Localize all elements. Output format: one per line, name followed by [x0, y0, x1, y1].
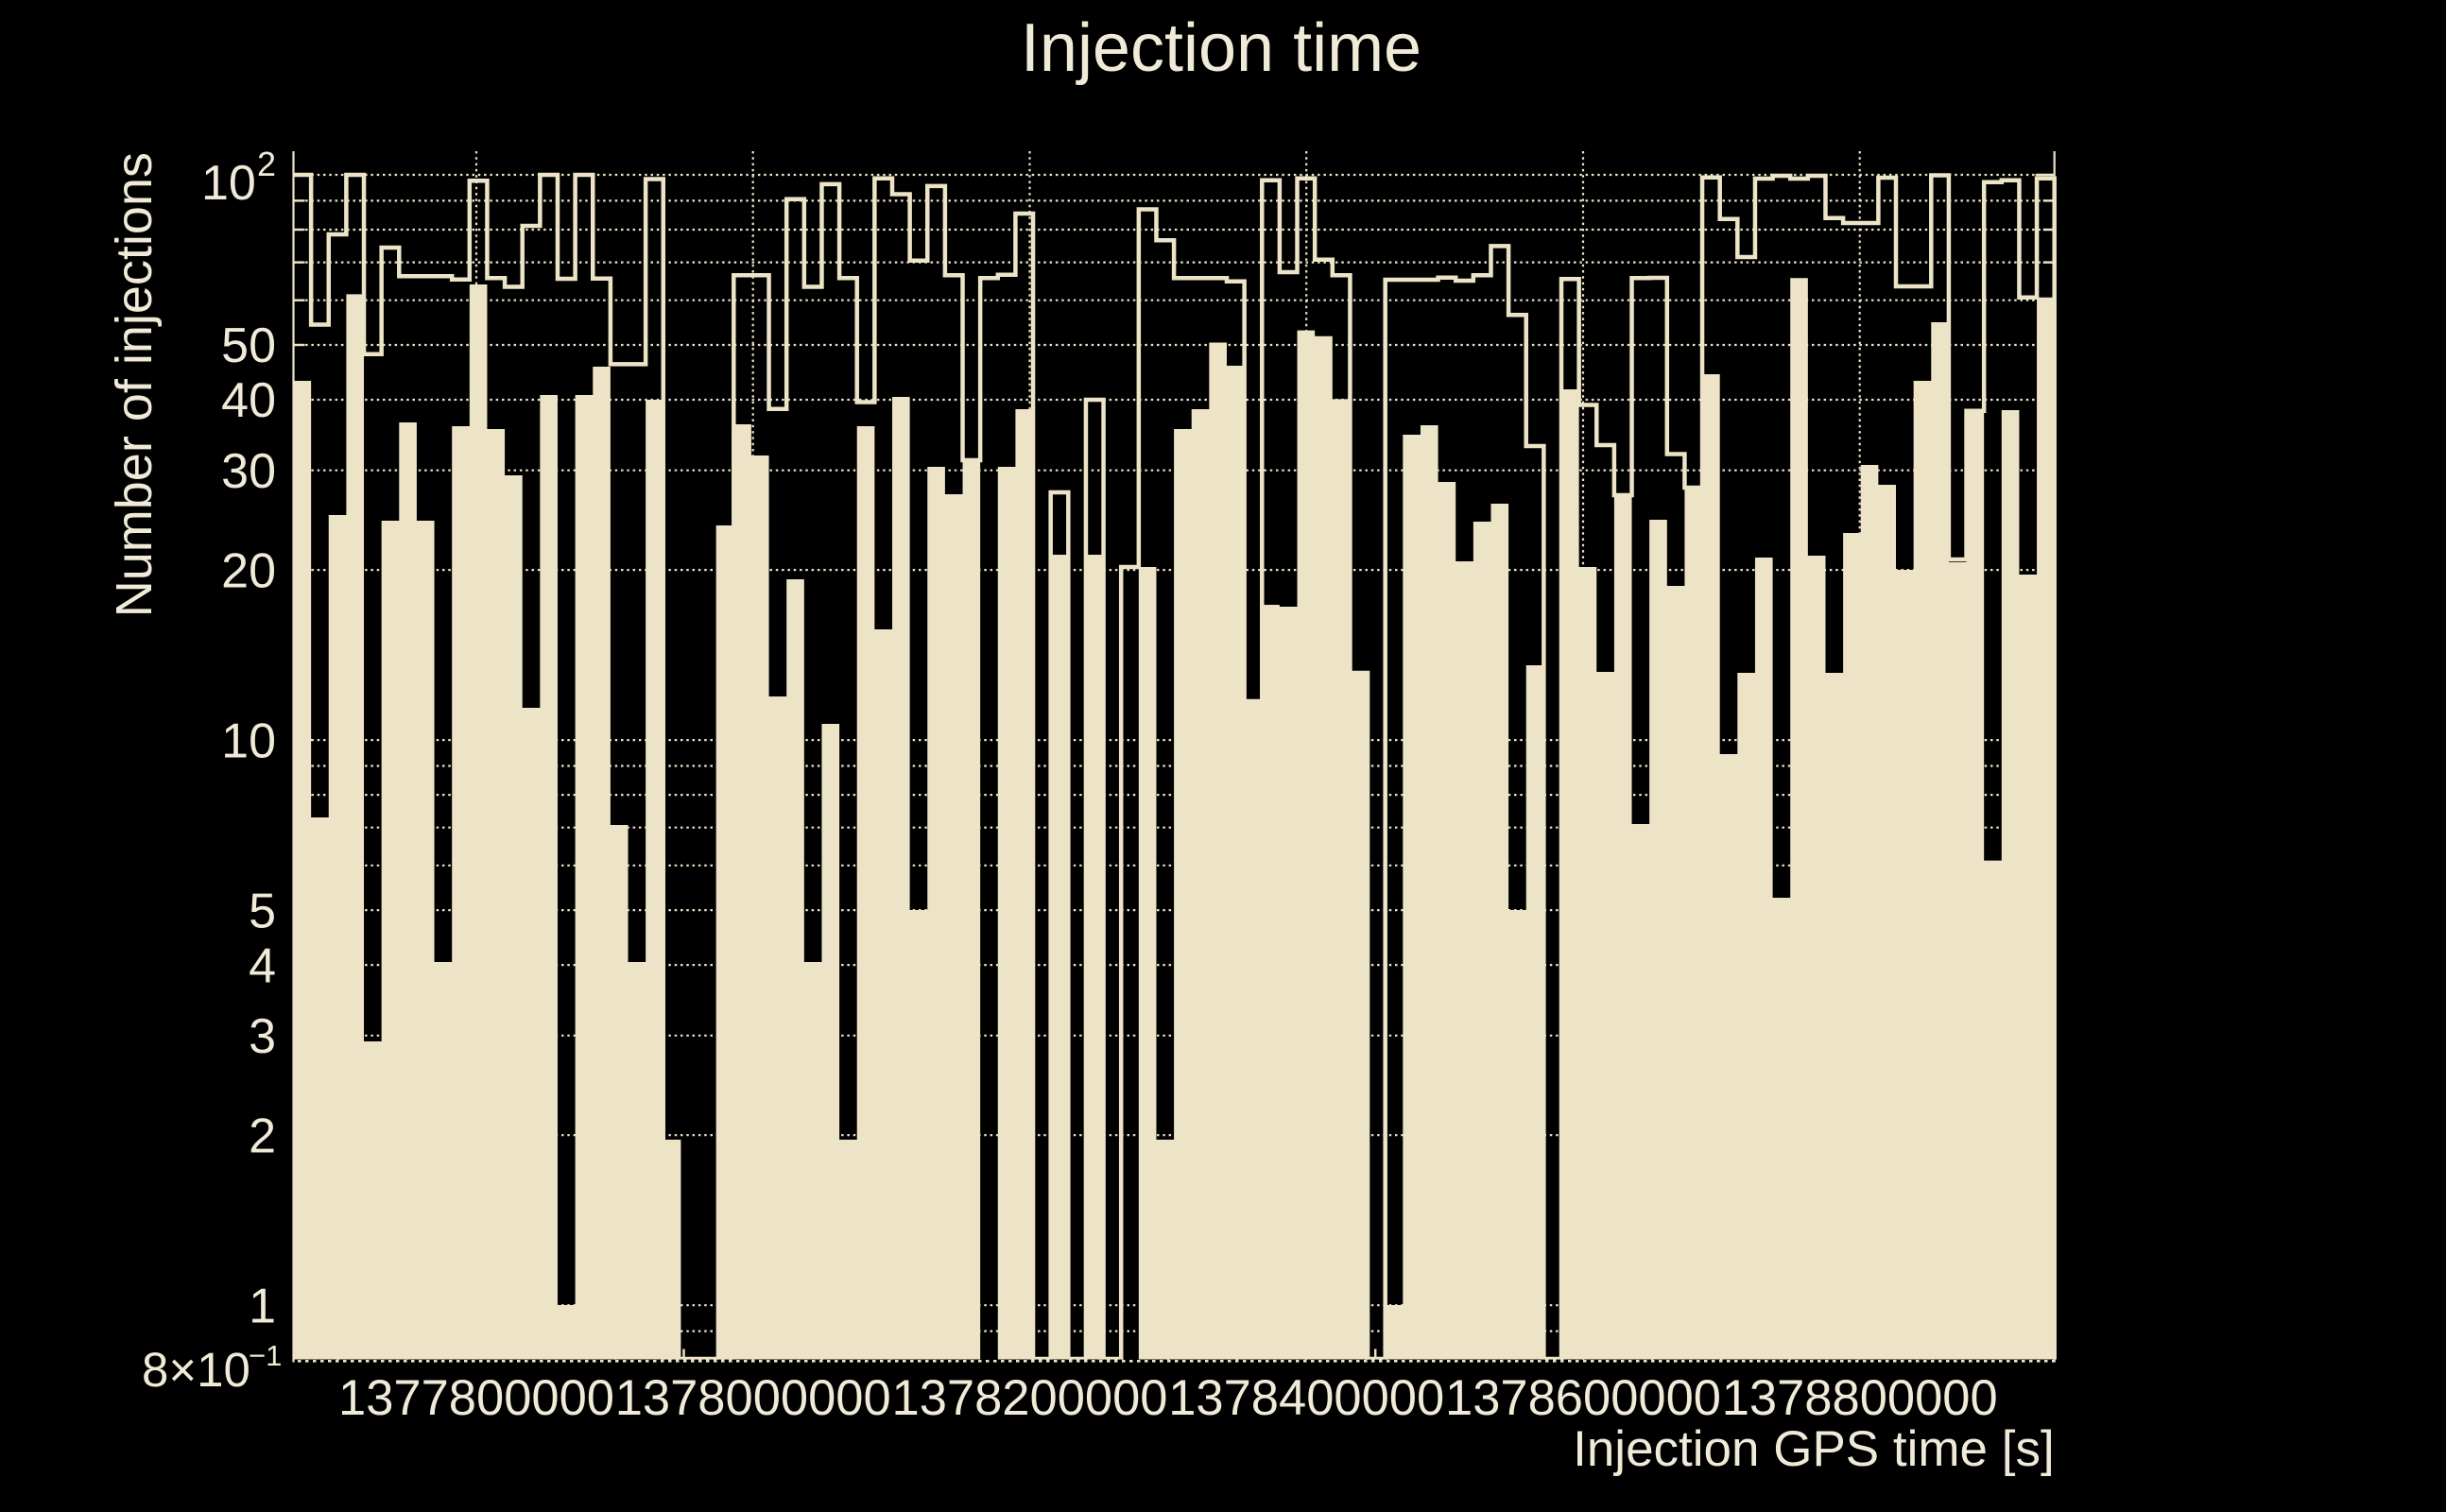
svg-text:Number of injections: Number of injections [106, 152, 163, 617]
svg-text:10: 10 [201, 156, 256, 211]
svg-text:Injection time: Injection time [1021, 10, 1421, 86]
svg-text:1378200000: 1378200000 [892, 1370, 1168, 1426]
svg-text:2: 2 [257, 145, 276, 183]
svg-text:8×10: 8×10 [142, 1343, 250, 1397]
svg-text:40: 40 [221, 373, 276, 428]
svg-text:1378600000: 1378600000 [1445, 1370, 1721, 1426]
svg-text:10: 10 [221, 713, 276, 768]
svg-text:1: 1 [249, 1279, 276, 1333]
svg-text:20: 20 [221, 543, 276, 598]
svg-text:Injection GPS time [s]: Injection GPS time [s] [1573, 1421, 2055, 1477]
svg-text:30: 30 [221, 444, 276, 499]
svg-text:−1: −1 [249, 1339, 282, 1372]
svg-text:1378000000: 1378000000 [615, 1370, 891, 1426]
svg-text:1378800000: 1378800000 [1722, 1370, 1998, 1426]
svg-text:1378400000: 1378400000 [1168, 1370, 1444, 1426]
svg-text:5: 5 [249, 884, 276, 938]
svg-text:3: 3 [249, 1009, 276, 1064]
svg-text:50: 50 [221, 318, 276, 373]
svg-text:2: 2 [249, 1108, 276, 1163]
svg-text:4: 4 [249, 938, 276, 993]
svg-text:1377800000: 1377800000 [338, 1370, 614, 1426]
